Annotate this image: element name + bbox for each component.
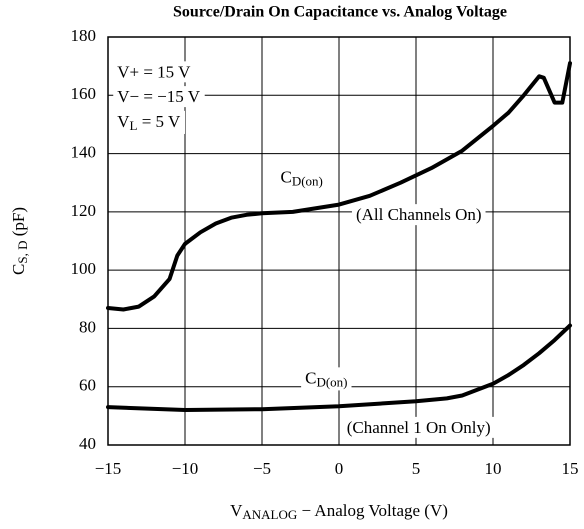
text-part: L [130, 118, 138, 133]
text-part: (Channel 1 On Only) [347, 418, 491, 437]
text-part: V [230, 501, 243, 520]
y-tick-label: 140 [71, 142, 97, 161]
x-axis-label: VANALOG − Analog Voltage (V) [230, 501, 448, 522]
y-tick-label: 60 [79, 376, 96, 395]
text-part: = 5 V [137, 112, 181, 131]
series-line [106, 61, 572, 312]
text-part: − Analog Voltage (V) [297, 501, 448, 520]
annotation-bg [351, 204, 486, 226]
x-tick-label: −5 [253, 459, 271, 478]
text-part: D(on) [316, 374, 347, 389]
y-tick-label: 160 [71, 84, 97, 103]
annotation: (Channel 1 On Only) [347, 418, 491, 437]
annotation-bg [276, 166, 327, 190]
x-tick-label: 5 [412, 459, 421, 478]
text-part: ANALOG [242, 507, 297, 522]
series-line [106, 323, 572, 412]
y-axis-label: CS, D (pF) [9, 207, 30, 275]
plot-frame [107, 36, 571, 446]
text-part: V+ = 15 V [117, 62, 191, 81]
annotation-bg [113, 86, 205, 108]
chart-title: Source/Drain On Capacitance vs. Analog V… [173, 4, 507, 21]
annotation: (All Channels On) [356, 205, 482, 224]
annotation-bg [342, 416, 495, 438]
x-tick-label: −10 [172, 459, 199, 478]
y-tick-label: 100 [71, 259, 97, 278]
x-tick-label: 0 [335, 459, 344, 478]
annotation-bg [113, 61, 196, 83]
annotation: V+ = 15 V [117, 62, 191, 81]
annotation: V− = −15 V [117, 87, 200, 106]
annotation: CD(on) [305, 368, 347, 389]
x-tick-label: −15 [95, 459, 122, 478]
text-part: C [9, 264, 28, 275]
x-tick-label: 15 [562, 459, 579, 478]
text-part: D(on) [292, 173, 323, 188]
text-part: C [305, 368, 316, 387]
y-tick-label: 40 [79, 434, 96, 453]
x-tick-label: 10 [485, 459, 502, 478]
annotation-bg [301, 367, 352, 391]
annotation: VL = 5 V [117, 112, 181, 133]
text-part: S, D [15, 241, 30, 264]
text-part: V− = −15 V [117, 87, 200, 106]
annotation-bg [113, 110, 186, 134]
text-part: C [280, 167, 291, 186]
text-part: (All Channels On) [356, 205, 482, 224]
y-tick-label: 120 [71, 201, 97, 220]
y-tick-label: 80 [79, 317, 96, 336]
y-tick-label: 180 [71, 26, 97, 45]
text-part: V [117, 112, 130, 131]
text-part: (pF) [9, 207, 28, 241]
annotation: CD(on) [280, 167, 322, 188]
